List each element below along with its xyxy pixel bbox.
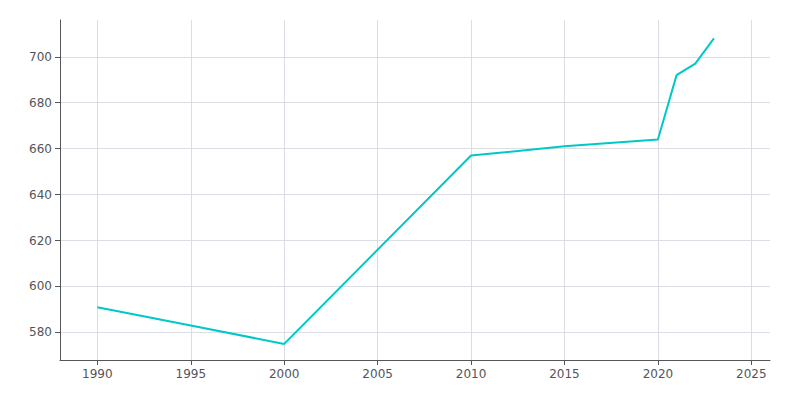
svg-text:2005: 2005 bbox=[362, 367, 393, 381]
svg-text:2000: 2000 bbox=[269, 367, 300, 381]
svg-text:1990: 1990 bbox=[82, 367, 113, 381]
svg-text:660: 660 bbox=[29, 142, 52, 156]
svg-text:1995: 1995 bbox=[176, 367, 207, 381]
svg-text:2025: 2025 bbox=[736, 367, 767, 381]
svg-text:700: 700 bbox=[29, 50, 52, 64]
svg-text:640: 640 bbox=[29, 188, 52, 202]
svg-text:2010: 2010 bbox=[456, 367, 487, 381]
svg-text:580: 580 bbox=[29, 325, 52, 339]
svg-text:2015: 2015 bbox=[549, 367, 580, 381]
svg-text:680: 680 bbox=[29, 96, 52, 110]
svg-text:2020: 2020 bbox=[643, 367, 674, 381]
svg-text:620: 620 bbox=[29, 234, 52, 248]
svg-text:600: 600 bbox=[29, 279, 52, 293]
